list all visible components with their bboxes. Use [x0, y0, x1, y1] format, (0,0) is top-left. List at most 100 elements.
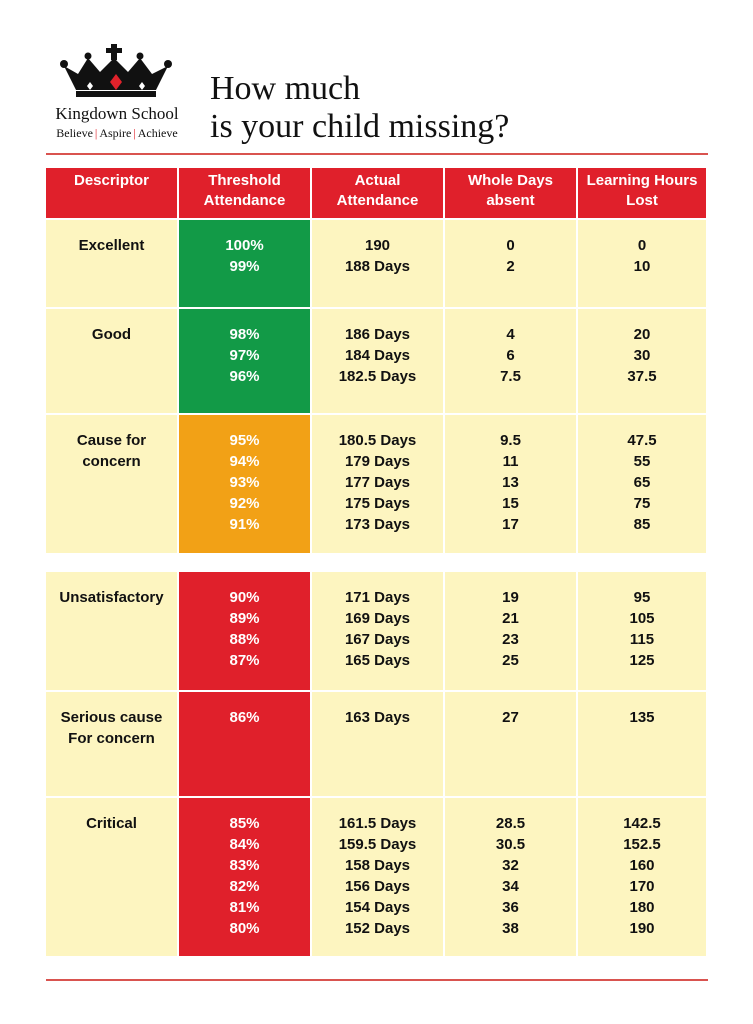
- cell-value: 159.5 Days: [338, 836, 417, 853]
- cell-value: Serious cause: [60, 709, 163, 726]
- cell-value: 23: [502, 631, 519, 648]
- header-cell: Learning Hours Lost: [578, 168, 706, 218]
- days-absent-cell: 27: [445, 692, 576, 796]
- cell-value: 89%: [229, 610, 260, 627]
- cell-value: 11: [502, 453, 519, 470]
- cell-value: 94%: [229, 453, 260, 470]
- cell-value: Unsatisfactory: [59, 589, 164, 606]
- attendance-band: Critical 85% 84% 83% 82% 81% 80% 161.5 Days 159.…: [46, 798, 706, 956]
- actual-attendance-cell: 161.5 Days 159.5 Days 158 Days 156 Days 154 …: [312, 798, 443, 956]
- actual-attendance-cell: 180.5 Days 179 Days 177 Days 175 Days 173 Da…: [312, 415, 443, 553]
- header-label: Whole Days: [467, 172, 554, 189]
- cell-value: 142.5: [623, 815, 661, 832]
- cell-value: 19: [502, 589, 519, 606]
- school-name: Kingdown School: [55, 104, 179, 123]
- threshold-cell: 86%: [179, 692, 310, 796]
- cell-value: 2: [506, 258, 515, 275]
- header-label: Threshold: [208, 172, 281, 189]
- cell-value: 152.5: [623, 836, 661, 853]
- cell-value: 90%: [229, 589, 260, 606]
- days-absent-cell: 9.5 11 13 15 17: [445, 415, 576, 553]
- cell-value: 82%: [229, 878, 260, 895]
- cell-value: 36: [502, 899, 519, 916]
- header-label: Attendance: [203, 192, 286, 209]
- cell-value: 177 Days: [344, 474, 411, 491]
- header-cell: Descriptor: [46, 168, 177, 218]
- cell-value: 0: [637, 237, 647, 254]
- cell-value: 184 Days: [344, 347, 411, 364]
- actual-attendance-cell: 186 Days 184 Days 182.5 Days: [312, 309, 443, 413]
- cell-value: 38: [502, 920, 519, 937]
- cell-value: 86%: [229, 709, 260, 726]
- cell-value: 6: [506, 347, 515, 364]
- motto-separator: |: [94, 126, 98, 140]
- descriptor-cell: Excellent: [46, 220, 177, 307]
- threshold-cell: 90% 89% 88% 87%: [179, 572, 310, 690]
- cell-value: 65: [633, 474, 651, 491]
- attendance-band: Excellent 100% 99% 190 188 Days 0 2 0 10: [46, 220, 706, 307]
- cell-value: 171 Days: [344, 589, 411, 606]
- cell-value: 88%: [229, 631, 260, 648]
- cell-value: 10: [633, 258, 651, 275]
- cell-value: 21: [502, 610, 519, 627]
- motto-separator: |: [133, 126, 136, 140]
- cell-value: 173 Days: [344, 516, 411, 533]
- cell-value: 165 Days: [344, 652, 411, 669]
- cell-value: 9.5: [500, 432, 521, 449]
- cell-value: Critical: [86, 815, 137, 832]
- hours-lost-cell: 20 30 37.5: [578, 309, 706, 413]
- days-absent-cell: 4 6 7.5: [445, 309, 576, 413]
- cell-value: 28.5: [495, 815, 526, 832]
- page-title: How much is your child missing?: [210, 70, 509, 146]
- cell-value: 32: [502, 857, 519, 874]
- cell-value: 80%: [229, 920, 260, 937]
- cell-value: 100%: [225, 237, 264, 254]
- cell-value: 179 Days: [344, 453, 411, 470]
- cell-value: 190: [364, 237, 391, 254]
- cell-value: 85: [633, 516, 651, 533]
- descriptor-cell: Critical: [46, 798, 177, 956]
- cell-value: Good: [91, 326, 132, 343]
- hours-lost-cell: 142.5 152.5 160 170 180 190: [578, 798, 706, 956]
- cell-value: 99%: [229, 258, 260, 275]
- threshold-cell: 98% 97% 96%: [179, 309, 310, 413]
- days-absent-cell: 19 21 23 25: [445, 572, 576, 690]
- days-absent-cell: 28.5 30.5 32 34 36 38: [445, 798, 576, 956]
- header-label: Learning Hours: [586, 172, 698, 189]
- header-cell: Threshold Attendance: [179, 168, 310, 218]
- cell-value: 169 Days: [344, 610, 411, 627]
- cell-value: 190: [629, 920, 655, 937]
- cell-value: 30.5: [495, 836, 526, 853]
- cell-value: 84%: [229, 836, 260, 853]
- cell-value: 96%: [229, 368, 260, 385]
- cell-value: 135: [629, 709, 655, 726]
- cell-value: 25: [502, 652, 519, 669]
- cell-value: 163 Days: [344, 709, 411, 726]
- cell-value: 175 Days: [344, 495, 411, 512]
- title-line: is your child missing?: [210, 108, 510, 145]
- descriptor-cell: Good: [46, 309, 177, 413]
- cell-value: 95%: [229, 432, 260, 449]
- motto-word: Achieve: [137, 126, 178, 140]
- cell-value: 37.5: [627, 368, 657, 385]
- cell-value: 81%: [229, 899, 260, 916]
- cell-value: 55: [633, 453, 651, 470]
- cell-value: 125: [629, 652, 655, 669]
- cell-value: 95: [633, 589, 651, 606]
- hours-lost-cell: 135: [578, 692, 706, 796]
- header-label: Attendance: [336, 192, 419, 209]
- motto-word: Aspire: [99, 126, 132, 140]
- threshold-cell: 95% 94% 93% 92% 91%: [179, 415, 310, 553]
- attendance-band: Unsatisfactory 90% 89% 88% 87% 171 Days 169 Da…: [46, 572, 706, 690]
- cell-value: 92%: [229, 495, 260, 512]
- descriptor-cell: Serious cause For concern: [46, 692, 177, 796]
- cell-value: 15: [502, 495, 519, 512]
- actual-attendance-cell: 163 Days: [312, 692, 443, 796]
- descriptor-cell: Unsatisfactory: [46, 572, 177, 690]
- motto-word: Believe: [56, 126, 93, 140]
- header-label: absent: [486, 192, 535, 209]
- cell-value: 7.5: [500, 368, 521, 385]
- bottom-divider: [46, 979, 708, 981]
- cell-value: 83%: [229, 857, 260, 874]
- attendance-band: Cause for concern 95% 94% 93% 92% 91% 180.5 Day…: [46, 415, 706, 553]
